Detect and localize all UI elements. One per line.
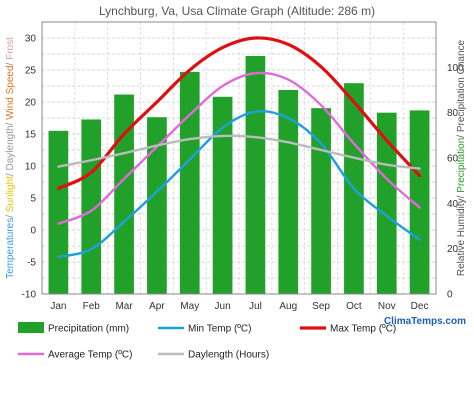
left-axis-title-part: / xyxy=(5,171,16,177)
left-axis-title-part: Temperatures xyxy=(5,218,16,279)
x-tick-label: May xyxy=(180,301,199,312)
x-tick-label: Dec xyxy=(411,301,429,312)
x-tick-label: Sep xyxy=(312,301,330,312)
right-tick-label: 40 xyxy=(447,199,459,210)
left-tick-label: 25 xyxy=(25,66,37,77)
x-tick-label: Jan xyxy=(50,301,66,312)
right-tick-label: 80 xyxy=(447,108,459,119)
x-tick-label: Jun xyxy=(215,301,231,312)
left-tick-label: 20 xyxy=(25,98,37,109)
left-tick-label: 30 xyxy=(25,34,37,45)
left-axis-title-part: / xyxy=(5,212,16,218)
left-axis-title-part: Wind Speed xyxy=(5,65,16,119)
precipitation-bar xyxy=(114,94,134,295)
x-tick-label: Oct xyxy=(346,301,362,312)
left-tick-label: -10 xyxy=(22,290,37,301)
right-axis-title-part: Relative Humidity xyxy=(456,198,467,276)
legend-swatch xyxy=(18,322,44,333)
left-axis-title-part: Frost xyxy=(5,37,16,60)
legend-label: Average Temp (ºC) xyxy=(48,350,132,361)
left-axis-title-part: Daylength xyxy=(5,125,16,170)
precipitation-bars xyxy=(48,56,430,295)
left-tick-label: -5 xyxy=(27,258,36,269)
x-tick-label: Nov xyxy=(378,301,396,312)
x-tick-label: Aug xyxy=(279,301,297,312)
left-axis-title: Temperatures/ Sunlight/ Daylength/ Wind … xyxy=(5,37,16,279)
legend: Precipitation (mm) Min Temp (ºC) Max Temp … xyxy=(18,322,396,361)
right-axis-title-part: / xyxy=(456,193,467,199)
right-tick-label: 100 xyxy=(447,63,464,74)
precipitation-bar xyxy=(376,112,397,295)
precipitation-bar xyxy=(212,96,233,294)
chart-title: Lynchburg, Va, Usa Climate Graph (Altitu… xyxy=(99,4,375,18)
legend-label: Min Temp (ºC) xyxy=(188,324,251,335)
temperature-lines xyxy=(56,36,422,259)
left-tick-label: 10 xyxy=(25,162,37,173)
precipitation-bar xyxy=(179,71,200,294)
left-axis-title-part: Sunlight xyxy=(5,176,16,212)
x-tick-label: Apr xyxy=(149,301,165,312)
precipitation-bar xyxy=(311,108,331,294)
left-tick-label: 0 xyxy=(30,226,36,237)
left-tick-label: 5 xyxy=(30,194,36,205)
left-tick-label: 15 xyxy=(25,130,37,141)
precipitation-bar xyxy=(48,130,69,294)
left-axis-title-part: / xyxy=(5,120,16,126)
right-tick-label: 20 xyxy=(447,244,459,255)
precipitation-bar xyxy=(409,110,430,295)
x-tick-label: Feb xyxy=(83,301,101,312)
legend-label: Daylength (Hours) xyxy=(188,350,269,361)
legend-label: Max Temp (ºC) xyxy=(330,324,396,335)
average-temp-c-line xyxy=(57,71,421,225)
right-tick-label: 60 xyxy=(447,154,459,165)
x-tick-label: Jul xyxy=(249,301,262,312)
right-axis-title: Relative Humidity/ Precipitation/ Precip… xyxy=(456,39,467,276)
x-tick-label: Mar xyxy=(115,301,133,312)
brand-watermark: ClimaTemps.com xyxy=(384,316,466,327)
right-tick-label: 0 xyxy=(447,290,453,301)
min-temp-c-line xyxy=(57,109,421,259)
plot-frame xyxy=(41,21,437,295)
right-axis-title-part: Precipitation xyxy=(456,138,467,193)
left-axis-title-part: / xyxy=(5,60,16,66)
precipitation-bar xyxy=(147,117,167,294)
precipitation-bar xyxy=(245,56,266,294)
right-axis-title-part: / Precipitation Chance xyxy=(456,39,467,137)
axes: -10 -5 0 5 10 15 20 25 30 0 20 40 60 80 100 Jan Feb Mar Ap… xyxy=(5,21,467,312)
legend-label: Precipitation (mm) xyxy=(48,324,129,335)
daylength-hours-line xyxy=(57,134,421,170)
max-temp-c-line xyxy=(56,36,422,190)
